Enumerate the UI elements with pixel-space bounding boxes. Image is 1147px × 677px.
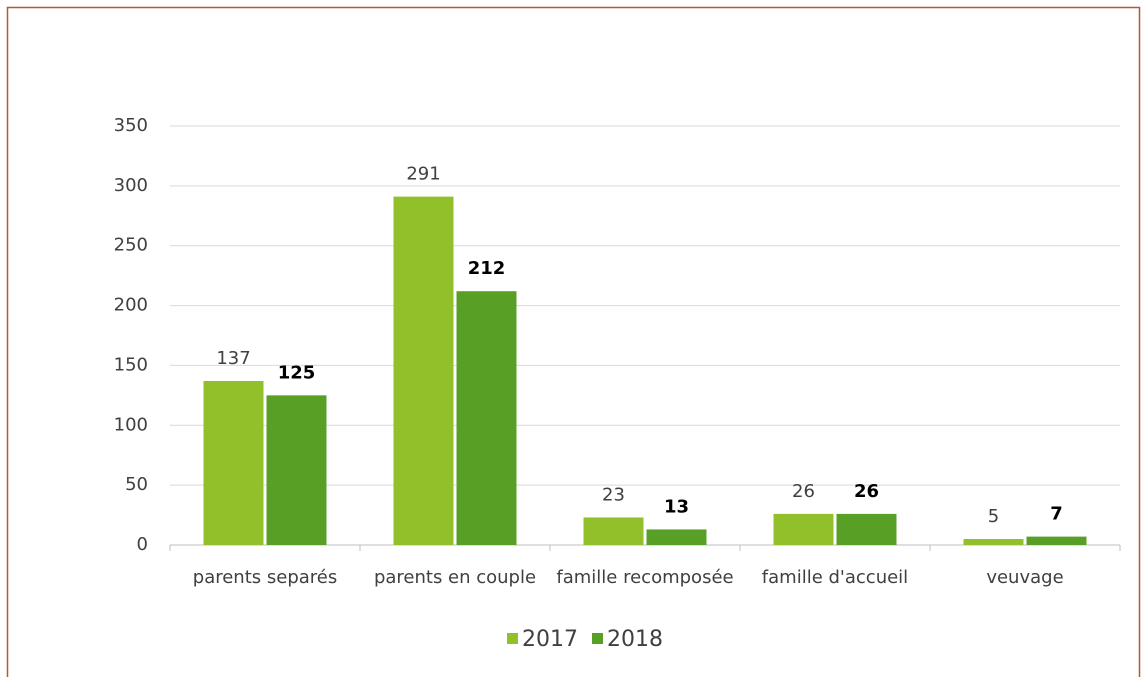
legend-label: 2018 <box>607 627 663 652</box>
x-tick-label: parents separés <box>193 567 337 588</box>
data-label: 23 <box>602 484 625 505</box>
y-tick-label: 0 <box>137 534 148 555</box>
y-tick-label: 250 <box>114 235 148 256</box>
bar <box>646 529 707 545</box>
data-label: 26 <box>854 481 879 502</box>
legend: 2017 2018 <box>507 627 663 652</box>
x-tick-label: parents en couple <box>374 567 536 588</box>
y-tick-label: 200 <box>114 295 148 316</box>
x-tick-label: famille d'accueil <box>762 567 908 588</box>
data-label: 13 <box>664 496 689 517</box>
legend-label: 2017 <box>522 627 578 652</box>
bar <box>266 395 327 545</box>
x-tick-label: veuvage <box>986 567 1063 588</box>
bar <box>1026 536 1087 545</box>
bar <box>583 517 644 545</box>
data-label: 7 <box>1050 504 1063 525</box>
legend-swatch <box>507 633 518 644</box>
bar <box>963 539 1024 545</box>
x-tick-label: famille recomposée <box>556 567 733 588</box>
bar <box>773 513 834 545</box>
y-tick-label: 50 <box>125 474 148 495</box>
bar <box>836 513 897 545</box>
bar <box>203 380 264 545</box>
data-label: 137 <box>216 348 250 369</box>
data-label: 5 <box>988 506 999 527</box>
data-label: 291 <box>406 164 440 185</box>
y-tick-label: 300 <box>114 175 148 196</box>
data-label: 212 <box>468 258 506 279</box>
y-tick-label: 100 <box>114 414 148 435</box>
bar <box>456 291 517 545</box>
bar <box>393 196 454 546</box>
y-tick-label: 350 <box>114 115 148 136</box>
data-label: 125 <box>278 362 316 383</box>
legend-swatch <box>592 633 603 644</box>
data-label: 26 <box>792 481 815 502</box>
y-tick-label: 150 <box>114 354 148 375</box>
chart-border <box>6 6 1141 677</box>
